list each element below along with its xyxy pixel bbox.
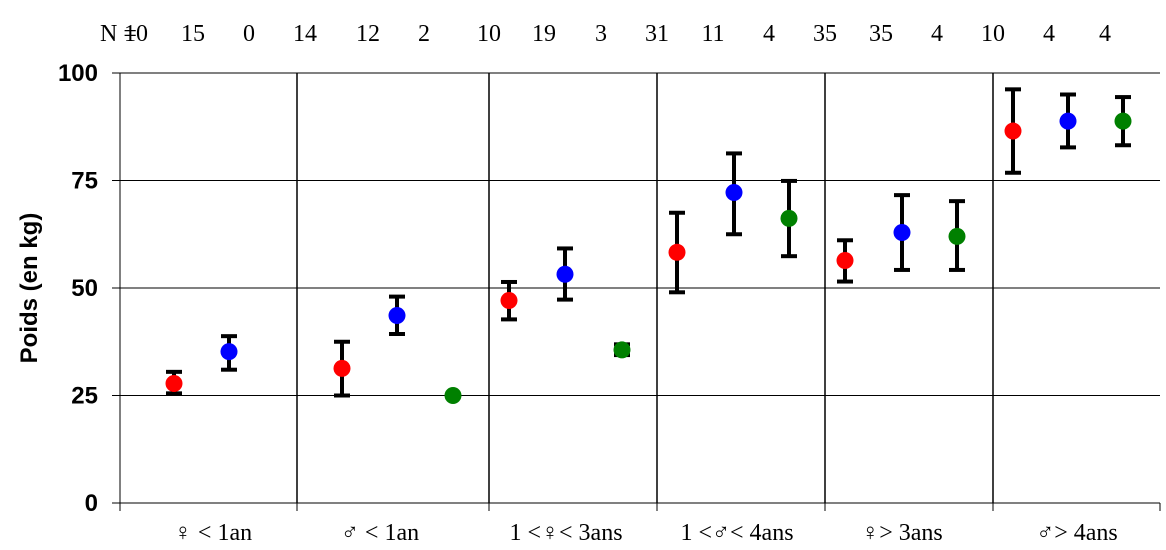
- data-point: [500, 291, 518, 309]
- data-point: [556, 265, 574, 283]
- data-point: [613, 341, 631, 359]
- n-count-label: 4: [763, 21, 775, 47]
- x-category-label: ♂ < 1an: [341, 520, 419, 546]
- x-category-label: 1 <♂< 4ans: [680, 520, 793, 546]
- n-count-label: 14: [293, 21, 317, 47]
- n-count-label: 12: [356, 21, 380, 47]
- n-count-label: 0: [243, 21, 255, 47]
- data-point: [165, 374, 183, 392]
- data-point: [333, 359, 351, 377]
- n-count-label: 35: [813, 21, 837, 47]
- data-point: [1004, 122, 1022, 140]
- y-tick-label: 25: [71, 383, 98, 410]
- data-point: [444, 387, 462, 404]
- x-category-label: ♀ < 1an: [174, 520, 252, 546]
- data-point: [388, 307, 406, 325]
- y-tick-label: 50: [71, 275, 98, 302]
- n-count-label: 3: [595, 21, 607, 47]
- data-point: [1059, 112, 1077, 130]
- data-point: [893, 224, 911, 242]
- y-tick-label: 0: [85, 490, 98, 517]
- y-axis-label: Poids (en kg): [16, 213, 43, 364]
- y-tick-label: 100: [58, 60, 98, 87]
- n-count-label: 2: [418, 21, 430, 47]
- n-count-label: 31: [645, 21, 669, 47]
- n-count-label: 11: [701, 21, 724, 47]
- data-point: [668, 243, 686, 261]
- n-count-label: 4: [1043, 21, 1055, 47]
- n-prefix-label: N =: [100, 21, 137, 47]
- x-category-label: ♂> 4ans: [1036, 520, 1118, 546]
- n-count-label: 10: [477, 21, 501, 47]
- x-category-label: 1 <♀< 3ans: [509, 520, 622, 546]
- n-count-label: 19: [532, 21, 556, 47]
- data-point: [948, 227, 966, 245]
- n-count-label: 15: [181, 21, 205, 47]
- data-point: [725, 184, 743, 202]
- n-count-label: 4: [1099, 21, 1111, 47]
- n-count-label: 4: [931, 21, 943, 47]
- data-point: [220, 343, 238, 361]
- y-tick-label: 75: [71, 168, 98, 195]
- data-point: [780, 209, 798, 227]
- data-point: [1114, 112, 1132, 130]
- n-count-label: 10: [124, 21, 148, 47]
- n-count-label: 10: [981, 21, 1005, 47]
- data-point: [836, 251, 854, 269]
- x-category-label: ♀> 3ans: [861, 520, 943, 546]
- n-count-label: 35: [869, 21, 893, 47]
